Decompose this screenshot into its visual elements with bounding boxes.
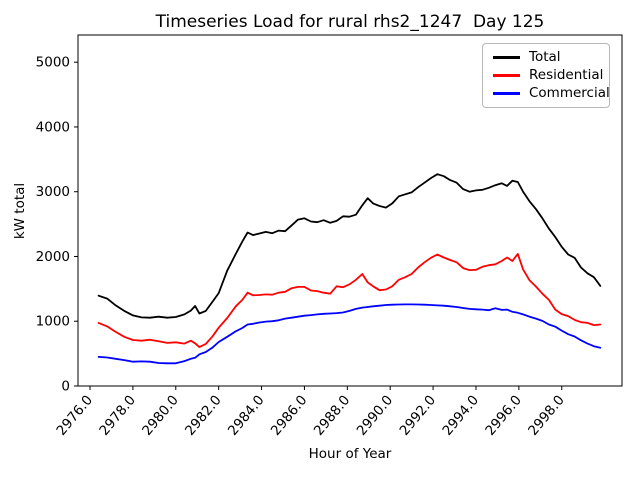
series-line-commercial bbox=[97, 303, 602, 365]
x-tick-label: 2980.0 bbox=[139, 392, 182, 438]
chart-title: Timeseries Load for rural rhs2_1247 Day … bbox=[155, 12, 545, 32]
series-line-residential bbox=[97, 252, 602, 349]
x-tick-label: 2992.0 bbox=[397, 392, 440, 438]
x-tick-label: 2996.0 bbox=[482, 392, 525, 438]
legend: Total Residential Commercial bbox=[482, 43, 610, 108]
legend-item-commercial: Commercial bbox=[493, 86, 610, 101]
x-tick-label: 2986.0 bbox=[268, 392, 311, 438]
y-tick-label: 2000 bbox=[36, 249, 70, 265]
y-tick-label: 5000 bbox=[36, 55, 70, 71]
x-tick-label: 2978.0 bbox=[96, 392, 139, 438]
legend-label: Residential bbox=[529, 66, 604, 83]
y-tick-label: 4000 bbox=[36, 119, 70, 135]
legend-label: Total bbox=[529, 48, 561, 65]
x-tick-label: 2976.0 bbox=[53, 392, 96, 438]
legend-item-total: Total bbox=[493, 48, 599, 65]
legend-line-sample-total bbox=[493, 55, 520, 59]
y-tick-label: 0 bbox=[61, 379, 70, 395]
x-tick-label: 2984.0 bbox=[225, 392, 268, 438]
legend-line-sample-residential bbox=[493, 74, 520, 77]
y-tick-label: 1000 bbox=[36, 314, 70, 330]
legend-label: Commercial bbox=[529, 84, 610, 101]
x-tick-label: 2994.0 bbox=[439, 392, 482, 438]
x-tick-label: 2988.0 bbox=[311, 392, 354, 438]
x-tick-label: 2982.0 bbox=[182, 392, 225, 438]
x-tick-label: 2990.0 bbox=[354, 392, 397, 438]
series-line-total bbox=[97, 173, 602, 319]
y-tick-label: 3000 bbox=[36, 184, 70, 200]
legend-line-sample-commercial bbox=[493, 92, 520, 96]
legend-item-residential: Residential bbox=[493, 68, 603, 83]
axes-spines bbox=[77, 34, 623, 387]
x-tick-label: 2998.0 bbox=[525, 392, 568, 438]
x-axis-label: Hour of Year bbox=[308, 446, 392, 462]
